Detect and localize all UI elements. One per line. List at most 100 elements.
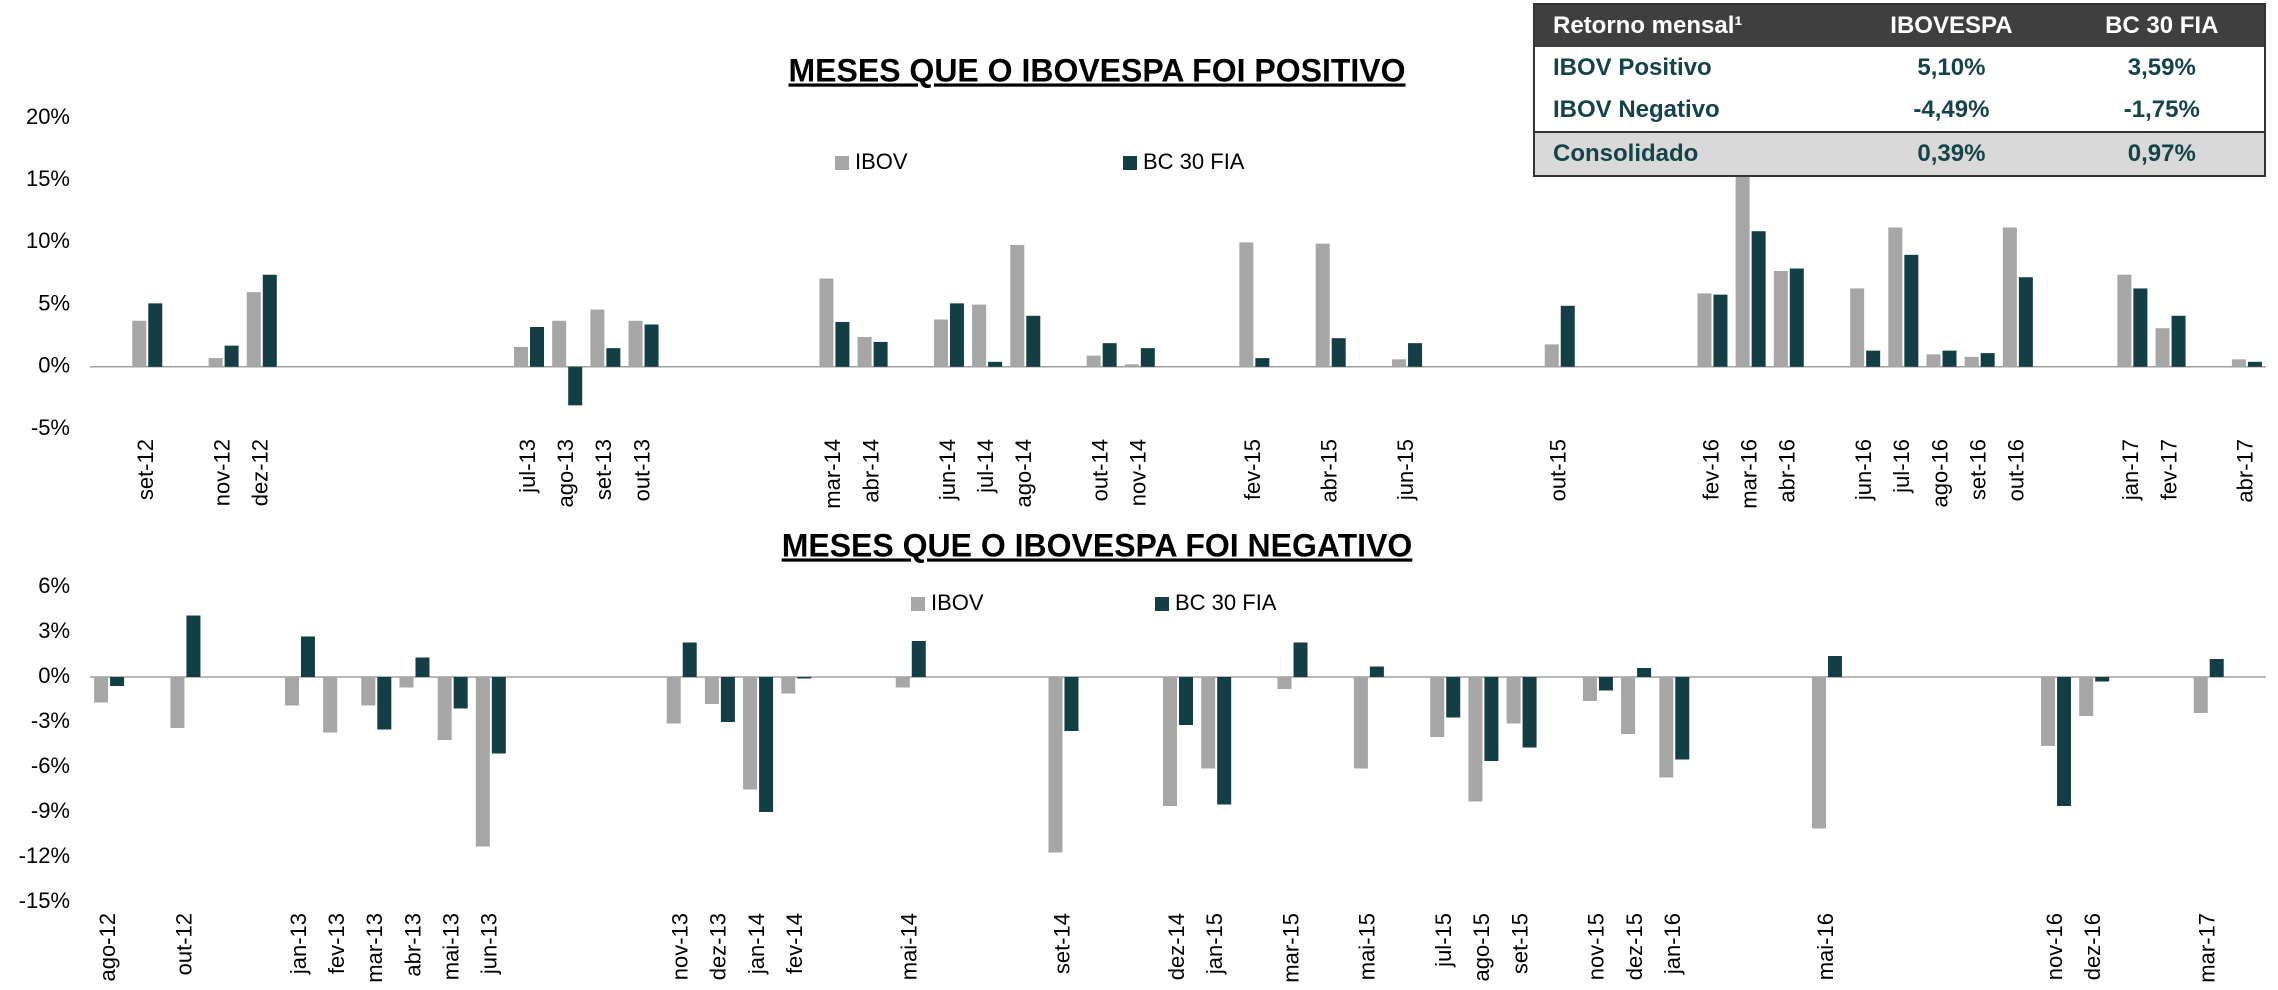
- y-tick-label: -9%: [31, 798, 70, 823]
- x-tick-label: ago-15: [1469, 913, 1494, 982]
- bar: [1904, 254, 1919, 367]
- bar: [704, 677, 719, 704]
- bar: [797, 677, 812, 679]
- x-tick-label: abr-15: [1317, 439, 1342, 503]
- bar: [284, 677, 299, 706]
- bar: [377, 677, 392, 730]
- bar: [2057, 677, 2072, 806]
- chart-title: MESES QUE O IBOVESPA FOI NEGATIVO: [782, 527, 1413, 563]
- x-tick-label: ago-13: [553, 439, 578, 508]
- bar: [208, 358, 223, 367]
- x-tick-label: dez-13: [706, 913, 731, 980]
- cell: 5,10%: [1917, 54, 1986, 81]
- bar: [781, 677, 796, 694]
- x-tick-label: mai-15: [1355, 913, 1380, 980]
- bar: [1621, 677, 1636, 734]
- y-tick-label: 0%: [38, 353, 70, 378]
- x-tick-label: mar-17: [2195, 913, 2220, 983]
- bar: [224, 345, 239, 367]
- bar: [1560, 305, 1575, 367]
- bar: [606, 348, 621, 367]
- bar: [972, 304, 987, 367]
- bar: [1163, 677, 1177, 806]
- table-row: Consolidado 0,39% 0,97%: [1534, 131, 2265, 176]
- x-tick-label: jul-14: [973, 439, 998, 494]
- y-tick-label: 6%: [38, 573, 70, 598]
- y-tick-label: -3%: [31, 708, 70, 733]
- bar: [1964, 356, 1979, 367]
- bar: [1064, 677, 1079, 731]
- bar: [323, 677, 338, 733]
- bar: [682, 642, 697, 677]
- bar: [644, 324, 659, 367]
- legend-swatch: [1123, 156, 1137, 170]
- bar: [437, 677, 452, 740]
- y-tick-label: 10%: [26, 228, 70, 253]
- bar: [300, 636, 315, 677]
- x-tick-label: set-12: [133, 439, 158, 500]
- bar: [94, 677, 109, 703]
- bar: [857, 336, 872, 367]
- y-tick-label: 20%: [26, 104, 70, 129]
- bar: [491, 677, 506, 754]
- x-tick-label: nov-16: [2042, 913, 2067, 980]
- bar: [2079, 677, 2094, 716]
- bar: [246, 292, 261, 367]
- x-tick-label: out-12: [171, 913, 196, 975]
- bar: [514, 346, 529, 367]
- bar: [1582, 677, 1597, 701]
- legend-swatch: [1155, 597, 1169, 611]
- x-tick-label: jan-14: [744, 913, 769, 975]
- bar: [666, 677, 681, 724]
- cell: IBOV Positivo: [1553, 54, 1712, 81]
- x-tick-label: set-14: [1049, 913, 1074, 974]
- x-tick-label: fev-16: [1698, 439, 1723, 500]
- bar: [1239, 242, 1254, 367]
- bar: [628, 320, 643, 367]
- bar: [1637, 668, 1652, 677]
- bar: [1468, 677, 1483, 802]
- x-tick-label: mar-14: [820, 439, 845, 509]
- bar: [1713, 294, 1728, 367]
- bar: [415, 657, 430, 677]
- bar: [743, 677, 758, 790]
- x-tick-label: fev-14: [782, 913, 807, 974]
- cell: Consolidado: [1534, 131, 1844, 176]
- x-tick-label: nov-14: [1126, 439, 1151, 506]
- bar: [590, 309, 605, 367]
- bar: [1506, 677, 1521, 724]
- chart-title: MESES QUE O IBOVESPA FOI POSITIVO: [789, 52, 1406, 88]
- bar: [2002, 227, 2017, 367]
- bar: [2133, 288, 2148, 367]
- bar: [148, 303, 163, 367]
- table-row: IBOV Negativo -4,49% -1,75%: [1534, 89, 2265, 132]
- x-tick-label: ago-16: [1927, 439, 1952, 508]
- bar: [759, 677, 774, 812]
- bar: [2155, 328, 2170, 367]
- bar: [1026, 315, 1041, 367]
- bar: [1293, 642, 1308, 677]
- bar: [720, 677, 735, 722]
- bar: [2247, 361, 2262, 367]
- bar: [911, 641, 926, 677]
- cell: IBOV Negativo: [1553, 96, 1720, 123]
- x-tick-label: ago-14: [1011, 439, 1036, 508]
- x-tick-label: abr-14: [858, 439, 883, 503]
- y-tick-label: -12%: [19, 843, 70, 868]
- bar: [1811, 677, 1826, 829]
- x-tick-label: mai-13: [438, 913, 463, 980]
- x-tick-label: jan-16: [1660, 913, 1685, 975]
- x-tick-label: dez-12: [248, 439, 273, 506]
- x-tick-label: nov-15: [1584, 913, 1609, 980]
- bar: [361, 677, 376, 706]
- bar: [1331, 338, 1346, 367]
- bar: [1544, 344, 1559, 367]
- bar: [1255, 358, 1270, 367]
- table-header: Retorno mensal¹ IBOVESPA BC 30 FIA: [1534, 4, 2265, 47]
- bar: [1697, 293, 1712, 367]
- bar: [1827, 656, 1842, 677]
- bar: [1675, 677, 1690, 760]
- x-tick-label: abr-17: [2233, 439, 2258, 503]
- header-cell: Retorno mensal¹: [1534, 4, 1844, 47]
